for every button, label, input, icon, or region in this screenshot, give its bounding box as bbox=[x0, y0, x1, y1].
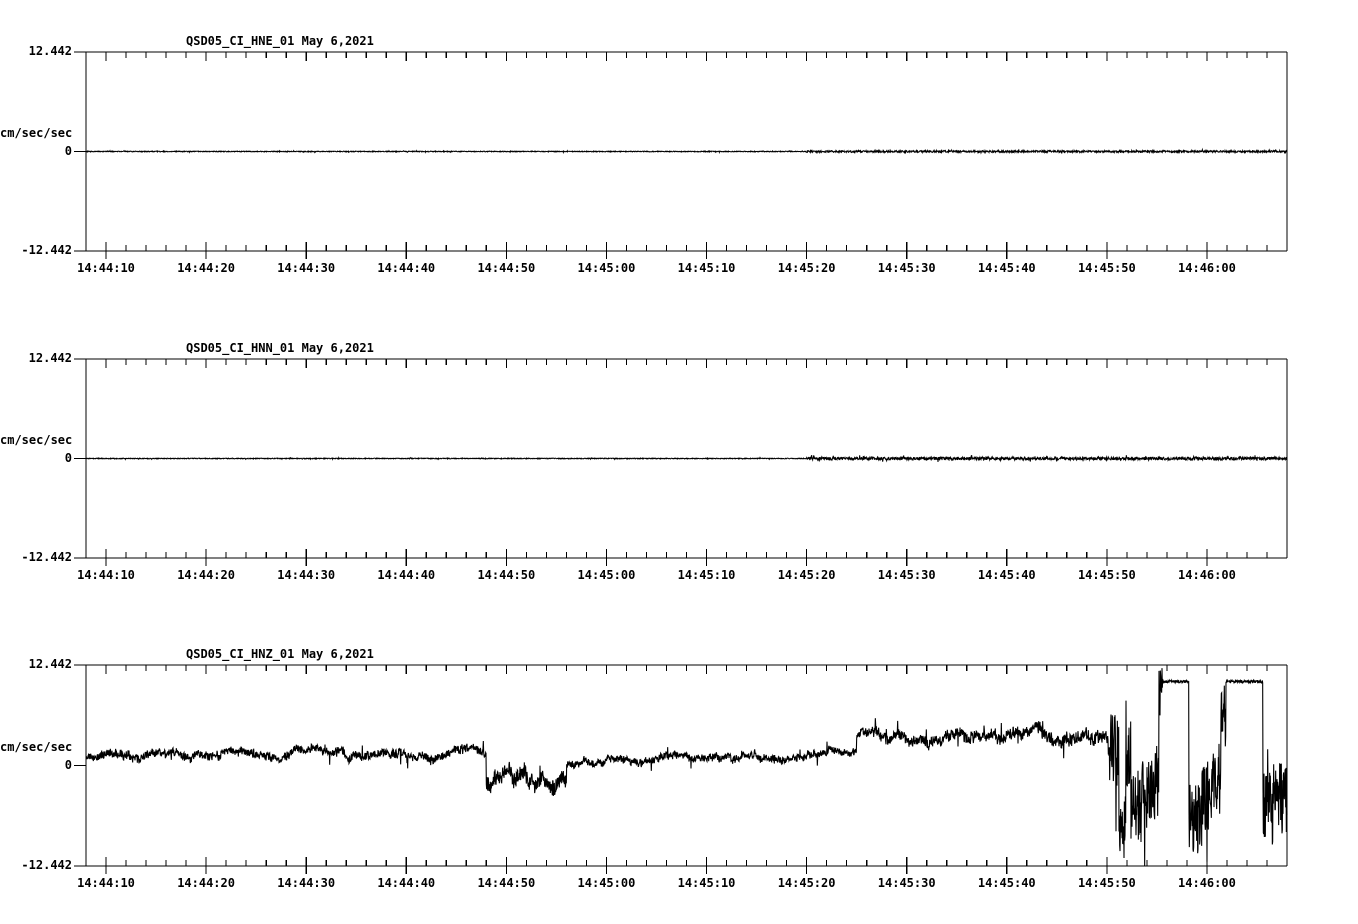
ytick-label-1-hnz: 0 bbox=[64, 757, 72, 772]
xtick-label-9-hnz: 14:45:40 bbox=[977, 876, 1036, 890]
xtick-label-5-hnn: 14:45:00 bbox=[577, 568, 636, 582]
xtick-label-1-hnn: 14:44:20 bbox=[177, 568, 235, 582]
panel-title-hnz: QSD05_CI_HNZ_01 May 6,2021 bbox=[186, 647, 374, 661]
xtick-label-8-hne: 14:45:30 bbox=[877, 261, 936, 275]
plot-canvas-hnz bbox=[74, 664, 1288, 874]
ytick-label-2-hnn: -12.442 bbox=[21, 550, 72, 564]
xtick-label-3-hnn: 14:44:40 bbox=[377, 568, 436, 582]
xtick-label-9-hne: 14:45:40 bbox=[977, 261, 1036, 275]
seismogram-panel-hnz: QSD05_CI_HNZ_01 May 6,2021 12.442 0 -12.442… bbox=[0, 613, 1358, 924]
panel-title-hnn: QSD05_CI_HNN_01 May 6,2021 bbox=[186, 341, 374, 355]
panel-title-hne: QSD05_CI_HNE_01 May 6,2021 bbox=[186, 34, 374, 48]
ytick-label-1-hnn: 0 bbox=[64, 450, 72, 465]
xtick-label-11-hnn: 14:46:00 bbox=[1178, 568, 1236, 582]
xtick-label-4-hne: 14:44:50 bbox=[477, 261, 536, 275]
waveform-trace-hne bbox=[85, 147, 1288, 155]
xtick-label-6-hnn: 14:45:10 bbox=[677, 568, 736, 582]
xtick-label-8-hnz: 14:45:30 bbox=[877, 876, 936, 890]
seismogram-panel-hnn: QSD05_CI_HNN_01 May 6,2021 12.442 0 -12.442… bbox=[0, 307, 1358, 607]
xtick-label-2-hnz: 14:44:30 bbox=[277, 876, 336, 890]
xtick-label-7-hne: 14:45:20 bbox=[777, 261, 836, 275]
ytick-label-2-hnz: -12.442 bbox=[21, 858, 72, 872]
xtick-label-3-hne: 14:44:40 bbox=[377, 261, 436, 275]
xtick-label-2-hnn: 14:44:30 bbox=[277, 568, 336, 582]
xtick-label-4-hnz: 14:44:50 bbox=[477, 876, 536, 890]
xtick-label-7-hnz: 14:45:20 bbox=[777, 876, 836, 890]
xtick-label-1-hnz: 14:44:20 bbox=[177, 876, 235, 890]
xtick-label-2-hne: 14:44:30 bbox=[277, 261, 336, 275]
waveform-trace-hnn bbox=[85, 454, 1288, 463]
xtick-label-11-hne: 14:46:00 bbox=[1178, 261, 1236, 275]
xtick-label-10-hnz: 14:45:50 bbox=[1077, 876, 1136, 890]
seismogram-panel-hne: QSD05_CI_HNE_01 May 6,2021 12.442 0 -12.442… bbox=[0, 0, 1358, 300]
plot-canvas-hnn bbox=[74, 358, 1288, 566]
xtick-label-0-hnz: 14:44:10 bbox=[77, 876, 135, 890]
waveform-trace-hnz bbox=[85, 668, 1288, 867]
xtick-label-6-hnz: 14:45:10 bbox=[677, 876, 736, 890]
xtick-label-0-hne: 14:44:10 bbox=[77, 261, 135, 275]
xtick-label-11-hnz: 14:46:00 bbox=[1178, 876, 1236, 890]
ytick-label-1-hne: 0 bbox=[64, 143, 72, 158]
xtick-label-10-hnn: 14:45:50 bbox=[1077, 568, 1136, 582]
plot-canvas-hne bbox=[74, 51, 1288, 259]
xtick-label-4-hnn: 14:44:50 bbox=[477, 568, 536, 582]
xtick-label-5-hne: 14:45:00 bbox=[577, 261, 636, 275]
xtick-label-7-hnn: 14:45:20 bbox=[777, 568, 836, 582]
xtick-label-5-hnz: 14:45:00 bbox=[577, 876, 636, 890]
ytick-label-2-hne: -12.442 bbox=[21, 243, 72, 257]
xtick-label-1-hne: 14:44:20 bbox=[177, 261, 235, 275]
xtick-label-8-hnn: 14:45:30 bbox=[877, 568, 936, 582]
yaxis-units-hne: cm/sec/sec bbox=[0, 125, 73, 140]
ytick-label-0-hne: 12.442 bbox=[28, 44, 72, 58]
ytick-label-0-hnn: 12.442 bbox=[28, 351, 72, 365]
yaxis-units-hnn: cm/sec/sec bbox=[0, 432, 73, 447]
xtick-label-9-hnn: 14:45:40 bbox=[977, 568, 1036, 582]
xtick-label-6-hne: 14:45:10 bbox=[677, 261, 736, 275]
xtick-label-10-hne: 14:45:50 bbox=[1077, 261, 1136, 275]
xtick-label-0-hnn: 14:44:10 bbox=[77, 568, 135, 582]
yaxis-units-hnz: cm/sec/sec bbox=[0, 739, 73, 754]
ytick-label-0-hnz: 12.442 bbox=[28, 657, 72, 671]
xtick-label-3-hnz: 14:44:40 bbox=[377, 876, 436, 890]
